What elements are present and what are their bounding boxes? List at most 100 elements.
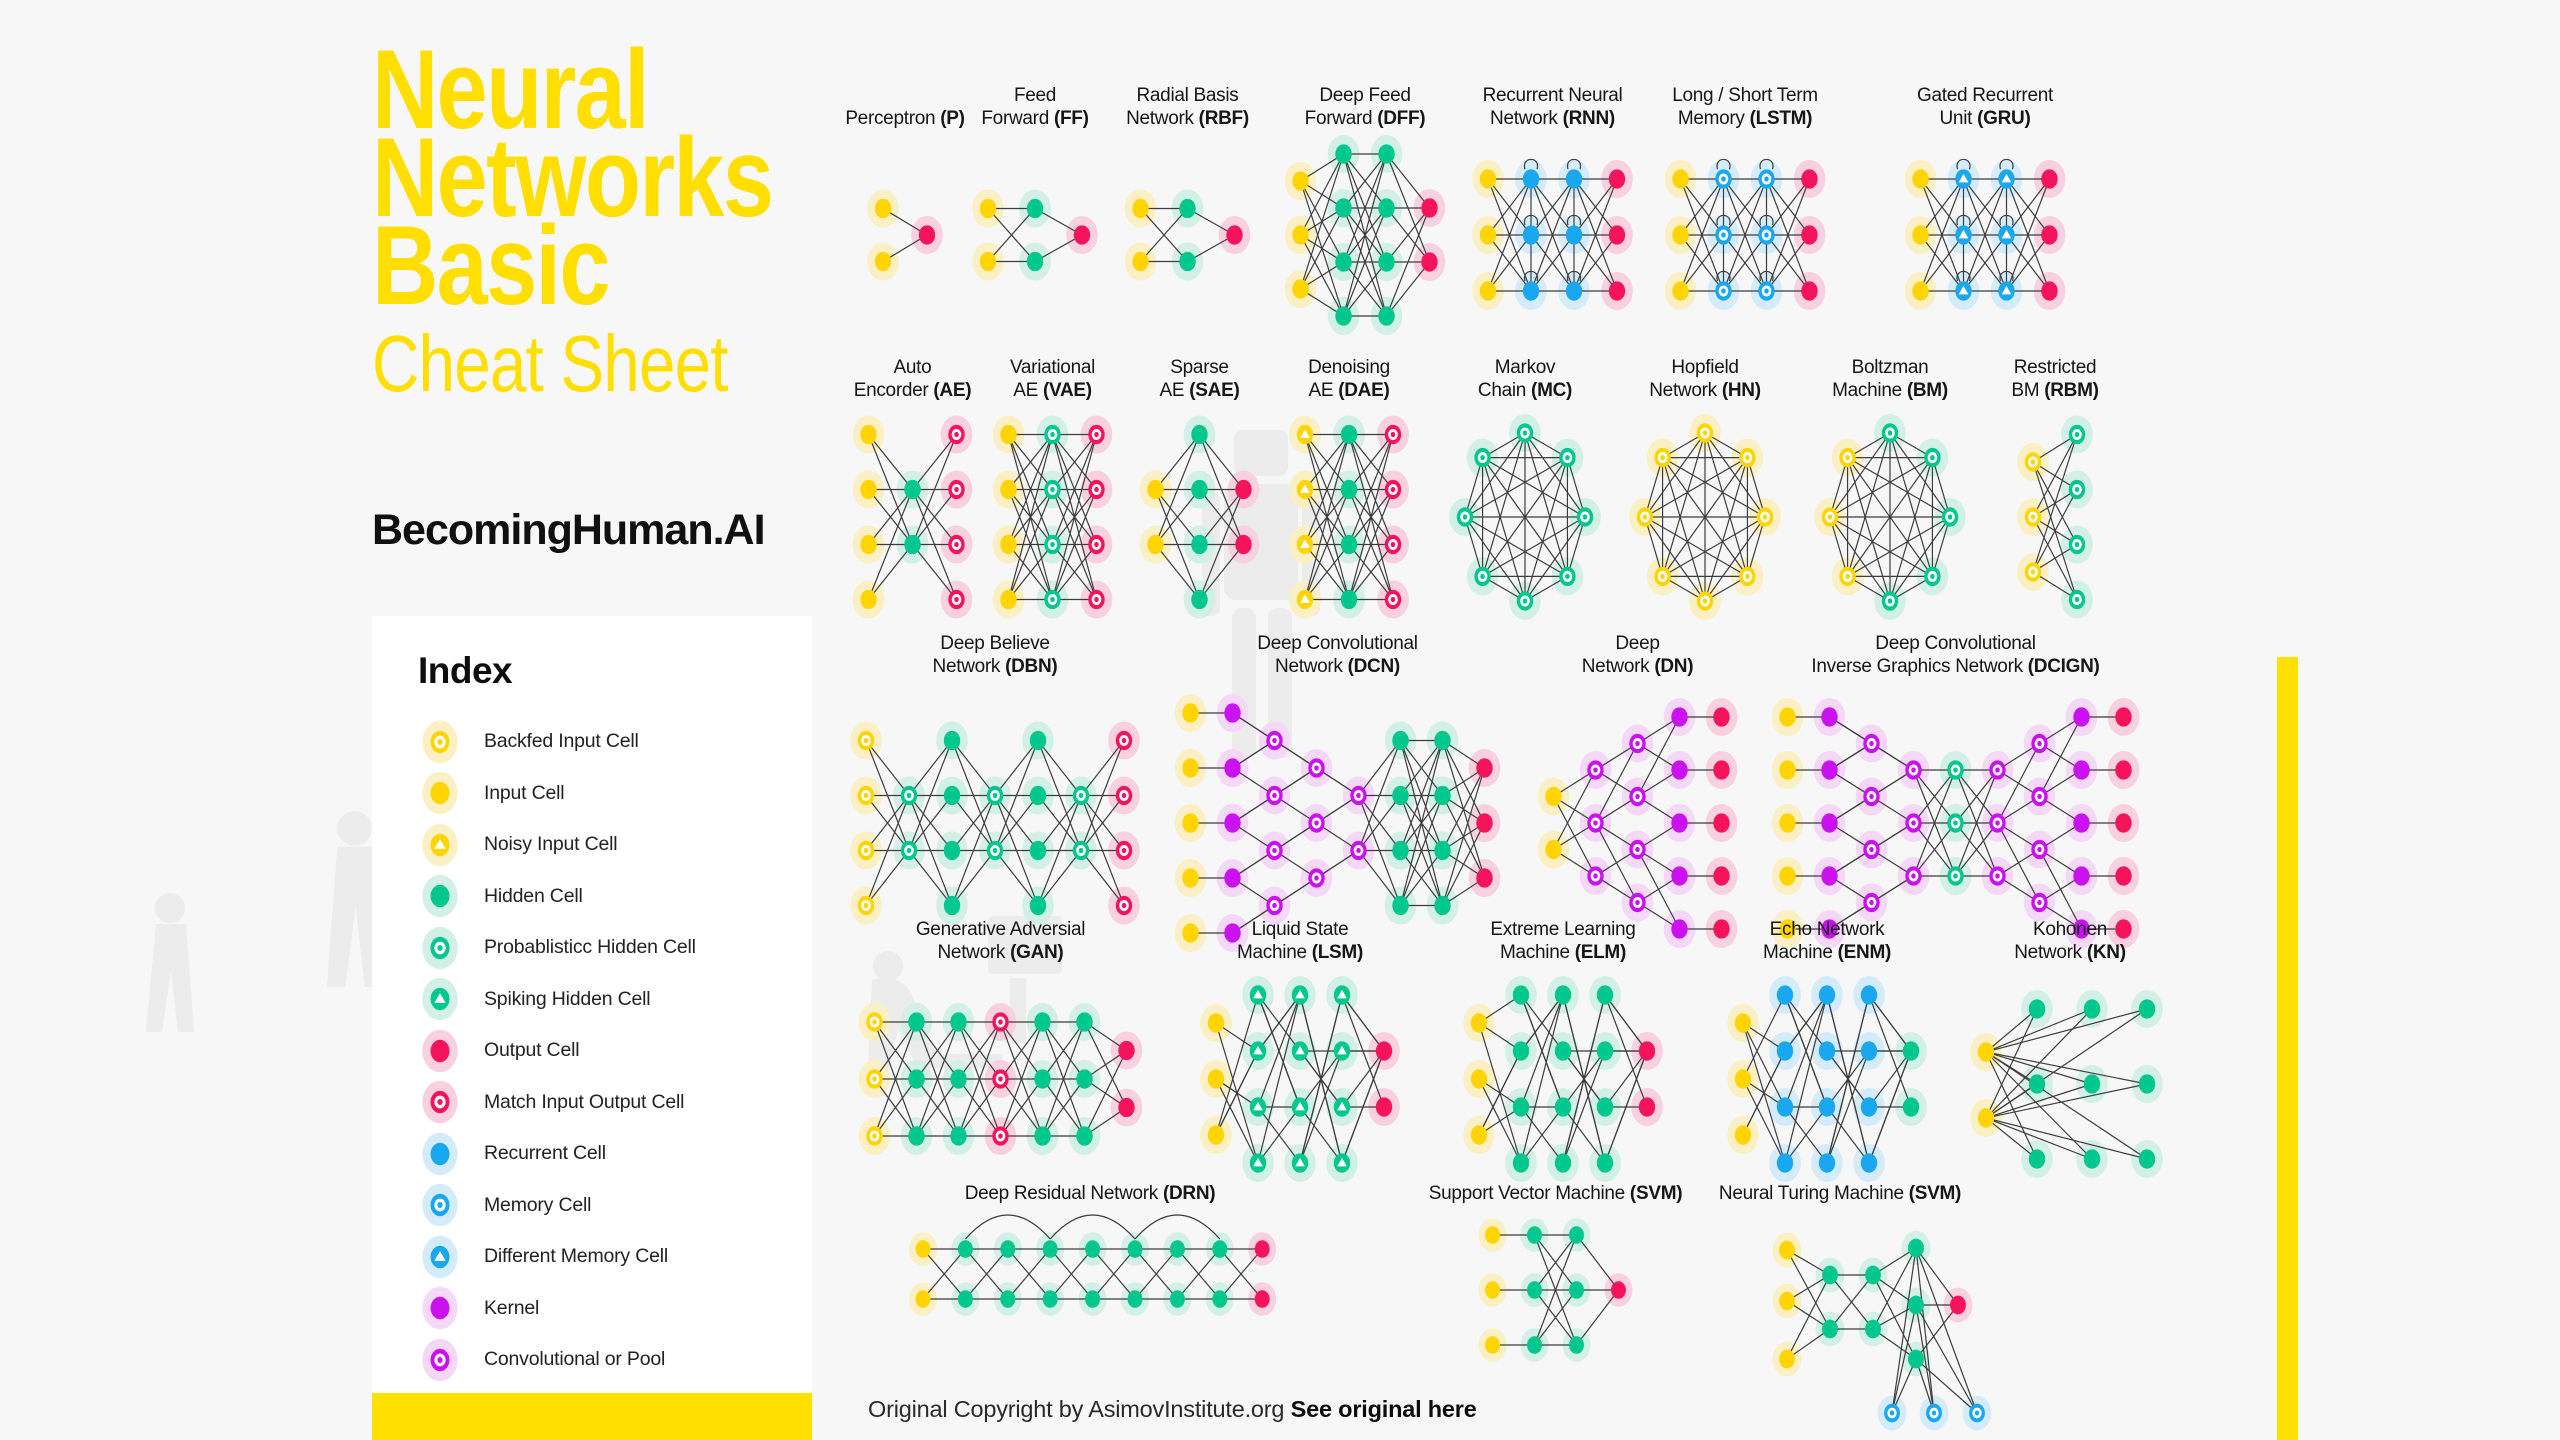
network-gru-diagram xyxy=(1904,158,2066,311)
network-dbn: Deep Believe Network (DBN) xyxy=(845,618,1145,968)
legend-item-sh: Spiking Hidden Cell xyxy=(418,974,812,1026)
network-lstm: Long / Short Term Memory (LSTM) xyxy=(1650,78,1840,340)
network-elm-diagram xyxy=(1463,975,1663,1183)
network-sae: Sparse AE (SAE) xyxy=(1122,346,1277,632)
network-ntm-diagram xyxy=(1772,1230,1992,1431)
copyright-line: Original Copyright by AsimovInstitute.or… xyxy=(868,1396,1477,1423)
title-subtitle: Cheat Sheet xyxy=(372,319,729,408)
network-dff-label: Deep Feed Forward (DFF) xyxy=(1304,85,1426,129)
out-cell-icon xyxy=(422,1029,458,1073)
network-rbf-diagram xyxy=(1124,189,1251,281)
network-enm-label: Echo Network Machine (ENM) xyxy=(1762,919,1892,963)
network-gan-label: Generative Adversial Network (GAN) xyxy=(915,919,1086,963)
network-gru-label: Gated Recurrent Unit (GRU) xyxy=(1917,85,2053,129)
network-ae-label: Auto Encorder (AE) xyxy=(853,357,972,401)
network-enm-diagram xyxy=(1727,975,1927,1183)
legend-item-cp: Convolutional or Pool xyxy=(418,1334,812,1386)
sh-cell-icon xyxy=(422,977,458,1021)
network-rbm: Restricted BM (RBM) xyxy=(1995,346,2115,632)
network-hn: Hopfield Network (HN) xyxy=(1625,346,1785,632)
network-p-label: Perceptron (P) xyxy=(845,108,965,129)
legend-item-label: Probablisticc Hidden Cell xyxy=(484,936,696,959)
network-mc-label: Markov Chain (MC) xyxy=(1477,357,1573,401)
network-rbf: Radial Basis Network (RBF) xyxy=(1105,78,1270,340)
network-dcign-label: Deep Convolutional Inverse Graphics Netwo… xyxy=(1811,633,2100,677)
legend-item-label: Spiking Hidden Cell xyxy=(484,987,651,1010)
network-dn: Deep Network (DN) xyxy=(1520,618,1755,968)
network-lstm-label: Long / Short Term Memory (LSTM) xyxy=(1672,85,1818,129)
legend-item-ph: Probablisticc Hidden Cell xyxy=(418,922,812,974)
legend-item-mc: Memory Cell xyxy=(418,1180,812,1232)
title-line-2: Networks xyxy=(372,115,774,240)
network-ae-diagram xyxy=(852,415,973,619)
network-ff: Feed Forward (FF) xyxy=(955,78,1115,340)
network-lsm: Liquid State Machine (LSM) xyxy=(1185,912,1415,1194)
network-enm: Echo Network Machine (ENM) xyxy=(1712,912,1942,1194)
network-elm: Extreme Learning Machine (ELM) xyxy=(1448,912,1678,1194)
network-lsm-diagram xyxy=(1200,975,1400,1183)
network-ff-label: Feed Forward (FF) xyxy=(981,85,1089,129)
network-dcn-label: Deep Convolutional Network (DCN) xyxy=(1257,633,1418,677)
network-kn: Kohonen Network (KN) xyxy=(1950,912,2190,1209)
legend-item-label: Input Cell xyxy=(484,781,565,804)
network-dcn-diagram xyxy=(1174,693,1501,953)
network-dn-diagram xyxy=(1537,697,1738,949)
network-mc: Markov Chain (MC) xyxy=(1445,346,1605,632)
index-panel: Index Backfed Input Cell Input Cell Noisy … xyxy=(372,616,812,1440)
network-ntm-label: Neural Turing Machine (SVM) xyxy=(1718,1183,1962,1204)
dmc-cell-icon xyxy=(422,1235,458,1279)
network-ae: Auto Encorder (AE) xyxy=(835,346,990,632)
ni-cell-icon xyxy=(422,823,458,867)
network-dae-label: Denoising AE (DAE) xyxy=(1308,357,1390,401)
index-title: Index xyxy=(418,650,513,691)
legend-item-dmc: Different Memory Cell xyxy=(418,1231,812,1283)
network-elm-label: Extreme Learning Machine (ELM) xyxy=(1490,919,1636,963)
legend-item-in: Input Cell xyxy=(418,768,812,820)
network-svm-label: Support Vector Machine (SVM) xyxy=(1428,1183,1683,1204)
legend-item-label: Output Cell xyxy=(484,1039,580,1062)
network-hn-diagram xyxy=(1629,413,1781,621)
h-cell-icon xyxy=(422,874,458,918)
copyright-text: Original Copyright by AsimovInstitute.or… xyxy=(868,1396,1291,1422)
legend-item-label: Recurrent Cell xyxy=(484,1142,606,1165)
network-bm: Boltzman Machine (BM) xyxy=(1810,346,1970,632)
mc-cell-icon xyxy=(422,1183,458,1227)
network-gan-diagram xyxy=(858,1002,1143,1156)
network-dcign: Deep Convolutional Inverse Graphics Netwo… xyxy=(1768,618,2143,968)
title-line-3: Basic xyxy=(372,203,611,328)
k-cell-icon xyxy=(422,1286,458,1330)
network-ff-diagram xyxy=(972,189,1098,281)
network-dae: Denoising AE (DAE) xyxy=(1270,346,1428,632)
network-gan: Generative Adversial Network (GAN) xyxy=(848,912,1153,1194)
network-hn-label: Hopfield Network (HN) xyxy=(1649,357,1761,401)
network-rnn: Recurrent Neural Network (RNN) xyxy=(1460,78,1645,340)
legend-item-label: Kernel xyxy=(484,1296,540,1319)
title-line-1: Neural xyxy=(372,27,650,152)
network-bm-label: Boltzman Machine (BM) xyxy=(1832,357,1948,401)
network-ntm: Neural Turing Machine (SVM) xyxy=(1690,1163,1992,1431)
network-mc-diagram xyxy=(1449,413,1601,621)
network-rnn-diagram xyxy=(1472,158,1633,311)
network-dff: Deep Feed Forward (DFF) xyxy=(1280,78,1450,340)
see-original-link[interactable]: See original here xyxy=(1290,1396,1477,1422)
legend-item-label: Convolutional or Pool xyxy=(484,1348,666,1371)
legend-item-out: Output Cell xyxy=(418,1025,812,1077)
network-kn-diagram xyxy=(1970,989,2163,1179)
network-vae: Variational AE (VAE) xyxy=(975,346,1130,632)
legend-list: Backfed Input Cell Input Cell Noisy Input … xyxy=(372,716,812,1386)
brand-logo: BecomingHuman.AI xyxy=(372,506,766,554)
legend-item-mio: Match Input Output Cell xyxy=(418,1077,812,1129)
mio-cell-icon xyxy=(422,1080,458,1124)
network-rbm-diagram xyxy=(2017,415,2093,619)
network-drn-diagram xyxy=(909,1214,1277,1316)
network-kn-label: Kohonen Network (KN) xyxy=(2014,919,2126,963)
network-p-diagram xyxy=(867,189,943,281)
ph-cell-icon xyxy=(422,926,458,970)
network-lstm-diagram xyxy=(1664,158,1826,311)
network-dbn-diagram xyxy=(850,721,1140,925)
network-dbn-label: Deep Believe Network (DBN) xyxy=(932,633,1058,677)
network-p: Perceptron (P) xyxy=(830,78,980,340)
legend-item-label: Hidden Cell xyxy=(484,884,583,907)
network-rbm-label: Restricted BM (RBM) xyxy=(2011,357,2099,401)
network-svm: Support Vector Machine (SVM) xyxy=(1428,1163,1683,1375)
